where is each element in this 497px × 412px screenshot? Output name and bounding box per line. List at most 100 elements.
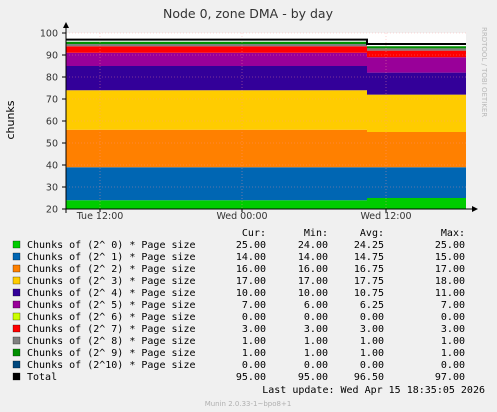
legend-swatch-7: [12, 324, 21, 333]
legend-cur-8: 1.00: [242, 336, 266, 347]
legend-cur-1: 14.00: [236, 252, 266, 263]
legend-max-3: 18.00: [435, 276, 465, 287]
legend-row-4: Chunks of (2^ 4) * Page size 10.00 10.00 10…: [12, 288, 465, 299]
legend-row-0: Chunks of (2^ 0) * Page size 25.00 24.00 24…: [12, 240, 465, 251]
area-series-5: [66, 52, 466, 73]
y-tick-label-0: 20: [46, 205, 58, 216]
legend-avg-3: 17.75: [354, 276, 384, 287]
legend-avg-11: 96.50: [354, 372, 384, 383]
legend-min-6: 0.00: [304, 312, 328, 323]
legend-swatch-9: [12, 348, 21, 357]
horizontal-gridlines: [62, 32, 466, 210]
rrdtool-side-label: RRDTOOL / TOBI OETIKER: [480, 27, 488, 117]
y-tick-label-7: 90: [46, 51, 58, 62]
area-series-7: [66, 46, 466, 58]
legend-cur-2: 16.00: [236, 264, 266, 275]
x-axis-arrow: [472, 206, 478, 212]
legend-max-6: 0.00: [441, 312, 465, 323]
area-series-4: [66, 66, 466, 95]
area-series-2: [66, 129, 466, 168]
legend-row-5: Chunks of (2^ 5) * Page size 7.00 6.00 6.25…: [12, 300, 465, 311]
legend-row-3: Chunks of (2^ 3) * Page size 17.00 17.00 17…: [12, 276, 465, 287]
legend-row-6: Chunks of (2^ 6) * Page size 0.00 0.00 0.00…: [12, 312, 465, 323]
legend-max-8: 1.00: [441, 336, 465, 347]
x-tick-label-2: Wed 12:00: [360, 211, 411, 222]
y-tick-labels: 20 30 40 50 60 70 80 90 100: [40, 29, 58, 216]
legend-max-11: 97.00: [435, 372, 465, 383]
x-tick-label-0: Tue 12:00: [76, 211, 124, 222]
legend-avg-2: 16.75: [354, 264, 384, 275]
legend-avg-1: 14.75: [354, 252, 384, 263]
legend-min-7: 3.00: [304, 324, 328, 335]
legend-avg-10: 0.00: [360, 360, 384, 371]
legend-cur-0: 25.00: [236, 240, 266, 251]
legend-header-max: Max:: [441, 228, 465, 239]
legend: Chunks of (2^ 0) * Page size 25.00 24.00 24…: [12, 240, 465, 383]
legend-swatch-5: [12, 300, 21, 309]
last-update: Last update: Wed Apr 15 18:35:05 2026: [262, 385, 485, 396]
legend-cur-10: 0.00: [242, 360, 266, 371]
legend-row-2: Chunks of (2^ 2) * Page size 16.00 16.00 16…: [12, 264, 465, 275]
legend-min-8: 1.00: [304, 336, 328, 347]
legend-headers: Cur: Min: Avg: Max:: [242, 228, 465, 239]
legend-name-4: Chunks of (2^ 4) * Page size: [27, 288, 196, 299]
legend-avg-0: 24.25: [354, 240, 384, 251]
area-series-3: [66, 90, 466, 132]
legend-min-0: 24.00: [298, 240, 328, 251]
legend-cur-7: 3.00: [242, 324, 266, 335]
legend-name-8: Chunks of (2^ 8) * Page size: [27, 336, 196, 347]
legend-row-10: Chunks of (2^10) * Page size 0.00 0.00 0.00…: [12, 360, 465, 371]
y-tick-label-4: 60: [46, 117, 58, 128]
legend-min-1: 14.00: [298, 252, 328, 263]
legend-name-5: Chunks of (2^ 5) * Page size: [27, 300, 196, 311]
legend-row-8: Chunks of (2^ 8) * Page size 1.00 1.00 1.00…: [12, 336, 465, 347]
y-tick-label-1: 30: [46, 183, 58, 194]
legend-min-3: 17.00: [298, 276, 328, 287]
legend-cur-5: 7.00: [242, 300, 266, 311]
legend-row-11: Total 95.00 95.00 96.50 97.00: [12, 372, 465, 383]
legend-avg-4: 10.75: [354, 288, 384, 299]
legend-swatch-0: [12, 240, 21, 249]
y-axis-label: chunks: [4, 100, 17, 139]
legend-cur-6: 0.00: [242, 312, 266, 323]
legend-min-4: 10.00: [298, 288, 328, 299]
legend-swatch-8: [12, 336, 21, 345]
legend-min-10: 0.00: [304, 360, 328, 371]
chart-title: Node 0, zone DMA - by day: [163, 6, 334, 21]
legend-max-2: 17.00: [435, 264, 465, 275]
legend-header-cur: Cur:: [242, 228, 266, 239]
legend-name-11: Total: [27, 372, 57, 383]
legend-min-11: 95.00: [298, 372, 328, 383]
legend-header-avg: Avg:: [360, 228, 384, 239]
legend-name-3: Chunks of (2^ 3) * Page size: [27, 276, 196, 287]
legend-max-1: 15.00: [435, 252, 465, 263]
legend-avg-7: 3.00: [360, 324, 384, 335]
legend-cur-3: 17.00: [236, 276, 266, 287]
x-tick-labels: Tue 12:00 Wed 00:00 Wed 12:00: [76, 211, 412, 222]
legend-cur-11: 95.00: [236, 372, 266, 383]
y-tick-label-6: 80: [46, 73, 58, 84]
legend-swatch-10: [12, 360, 21, 369]
legend-max-0: 25.00: [435, 240, 465, 251]
legend-swatch-4: [12, 288, 21, 297]
legend-swatch-2: [12, 264, 21, 273]
legend-header-min: Min:: [304, 228, 328, 239]
legend-row-1: Chunks of (2^ 1) * Page size 14.00 14.00 14…: [12, 252, 465, 263]
y-tick-label-3: 50: [46, 139, 58, 150]
legend-avg-9: 1.00: [360, 348, 384, 359]
area-stacks: [66, 41, 466, 209]
legend-max-5: 7.00: [441, 300, 465, 311]
y-tick-label-5: 70: [46, 95, 58, 106]
legend-avg-6: 0.00: [360, 312, 384, 323]
legend-name-7: Chunks of (2^ 7) * Page size: [27, 324, 196, 335]
legend-cur-4: 10.00: [236, 288, 266, 299]
legend-swatch-1: [12, 252, 21, 261]
legend-max-9: 1.00: [441, 348, 465, 359]
total-line: [66, 38, 466, 45]
munin-footer: Munin 2.0.33-1~bpo8+1: [205, 400, 292, 408]
legend-max-10: 0.00: [441, 360, 465, 371]
legend-swatch-11: [12, 372, 21, 381]
legend-row-9: Chunks of (2^ 9) * Page size 1.00 1.00 1.00…: [12, 348, 465, 359]
legend-name-2: Chunks of (2^ 2) * Page size: [27, 264, 196, 275]
